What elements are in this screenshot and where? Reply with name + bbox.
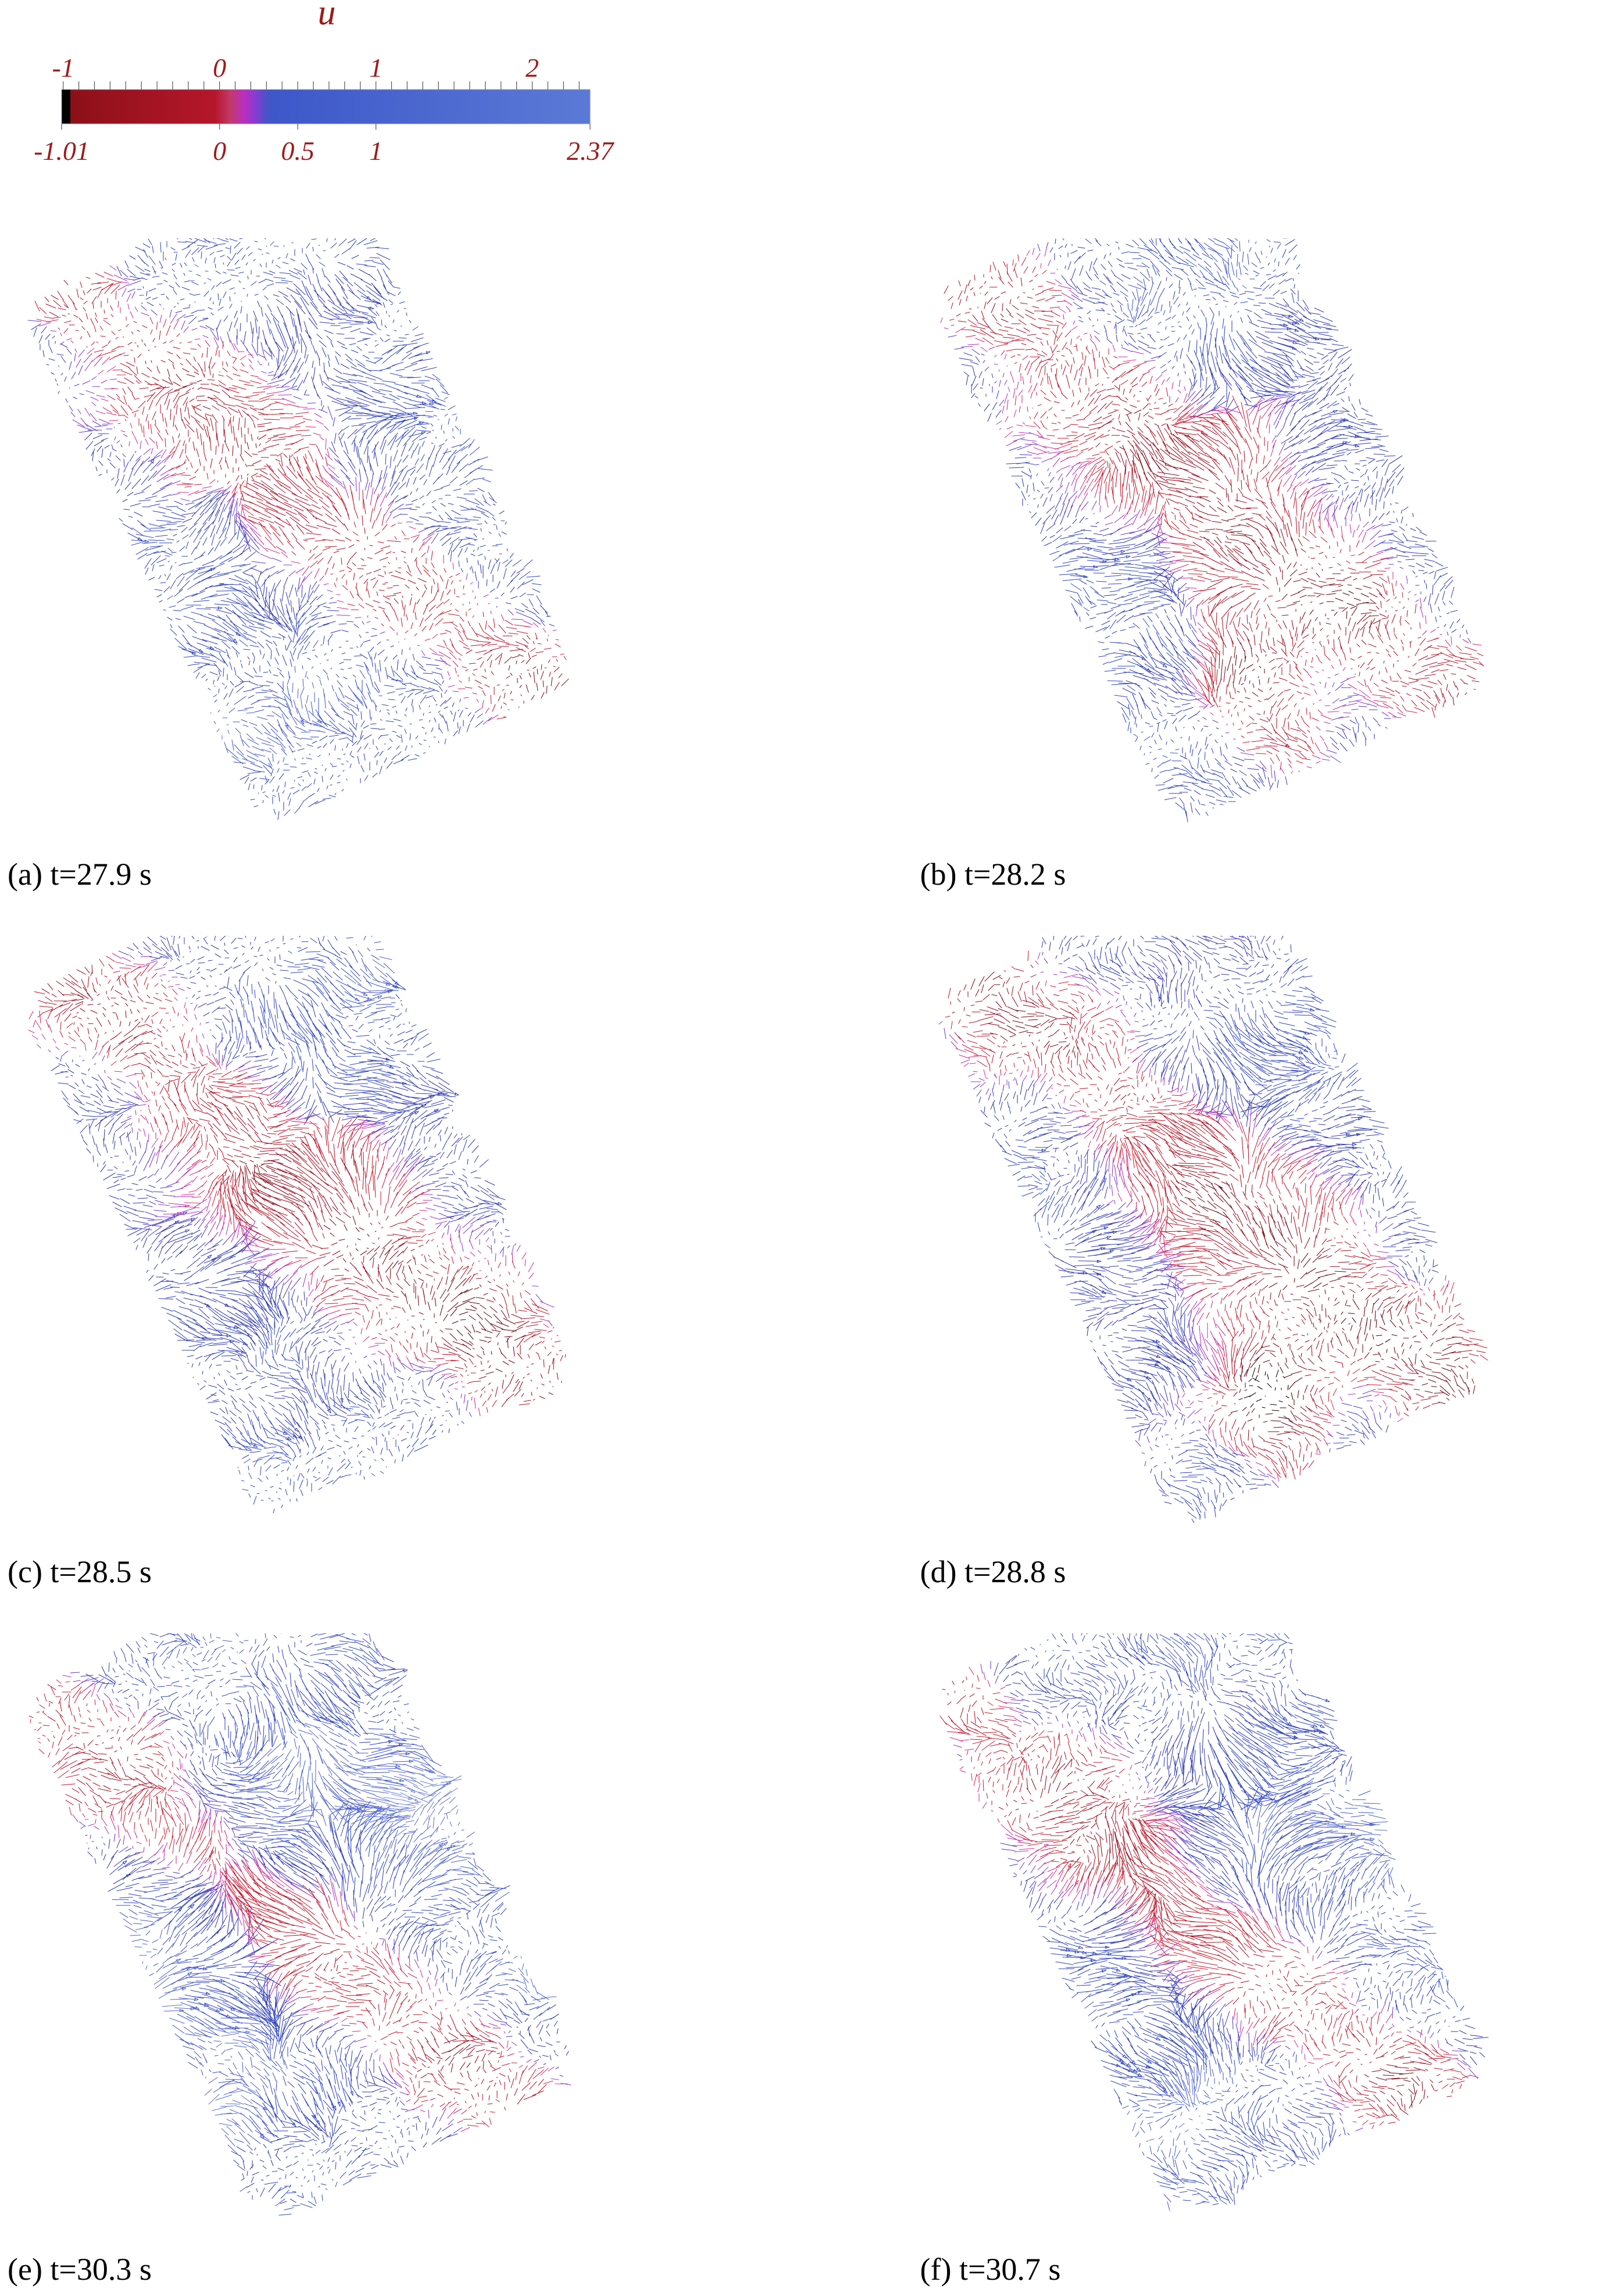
svg-text:u: u	[318, 0, 336, 33]
svg-text:-1.01: -1.01	[34, 136, 90, 166]
svg-text:0: 0	[213, 53, 226, 83]
svg-text:0: 0	[213, 136, 226, 166]
svg-text:1: 1	[369, 136, 383, 166]
svg-text:2: 2	[526, 53, 539, 83]
svg-text:-1: -1	[52, 53, 74, 83]
svg-text:0.5: 0.5	[281, 136, 315, 166]
svg-text:2.37: 2.37	[567, 136, 615, 166]
svg-text:1: 1	[369, 53, 383, 83]
